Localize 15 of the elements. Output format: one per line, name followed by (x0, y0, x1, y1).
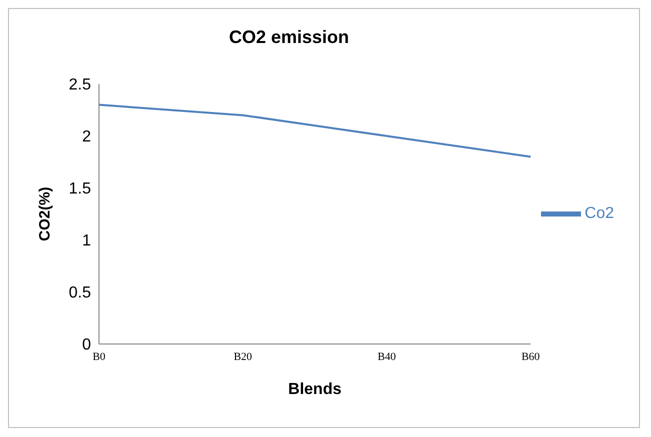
line-series (98, 104, 532, 158)
y-tick-label: 0.5 (68, 284, 92, 302)
x-tick-label: B20 (234, 350, 253, 363)
x-tick-label: B40 (378, 350, 396, 363)
y-tick-label: 1.5 (68, 180, 92, 198)
y-tick-label: 1 (82, 232, 92, 250)
y-tick-label: 2.5 (68, 76, 92, 94)
y-tick-label: 0 (82, 336, 92, 354)
x-tick-label: B0 (92, 350, 106, 363)
chart-title: CO2 emission (228, 27, 350, 48)
legend-label: Co2 (584, 205, 614, 222)
y-tick-label: 2 (82, 128, 92, 146)
y-axis-title: CO2(%) (36, 186, 54, 242)
x-axis-title: Blends (288, 381, 342, 398)
x-tick-label: B60 (521, 350, 540, 363)
